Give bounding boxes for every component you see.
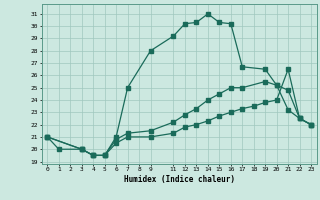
X-axis label: Humidex (Indice chaleur): Humidex (Indice chaleur)	[124, 175, 235, 184]
